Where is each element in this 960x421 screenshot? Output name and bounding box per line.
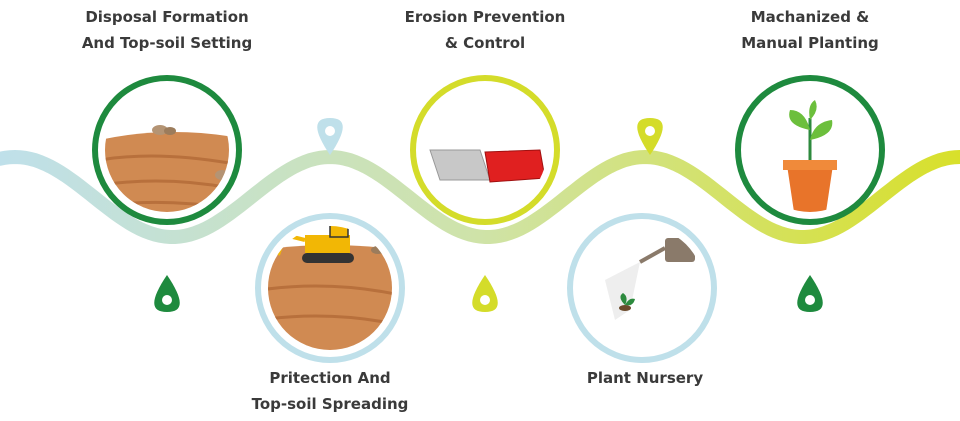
pin — [154, 275, 180, 312]
pin — [797, 275, 823, 312]
wave-line — [0, 149, 960, 244]
pin — [472, 275, 498, 312]
step-circle — [567, 213, 717, 363]
step-label: & Control — [445, 34, 525, 52]
step-circle — [735, 75, 885, 225]
step-circle — [410, 75, 560, 225]
step-label: And Top-soil Setting — [82, 34, 252, 52]
step-label: Plant Nursery — [587, 369, 703, 387]
step-label: Erosion Prevention — [405, 8, 566, 26]
step-label: Top-soil Spreading — [252, 395, 409, 413]
step-label: Manual Planting — [741, 34, 879, 52]
step-label: Disposal Formation — [85, 8, 248, 26]
step-circle — [255, 213, 405, 363]
step-circle — [92, 75, 242, 225]
step-label: Pritection And — [269, 369, 390, 387]
step-label: Machanized & — [751, 8, 870, 26]
pin — [317, 118, 343, 155]
pin — [637, 118, 663, 155]
